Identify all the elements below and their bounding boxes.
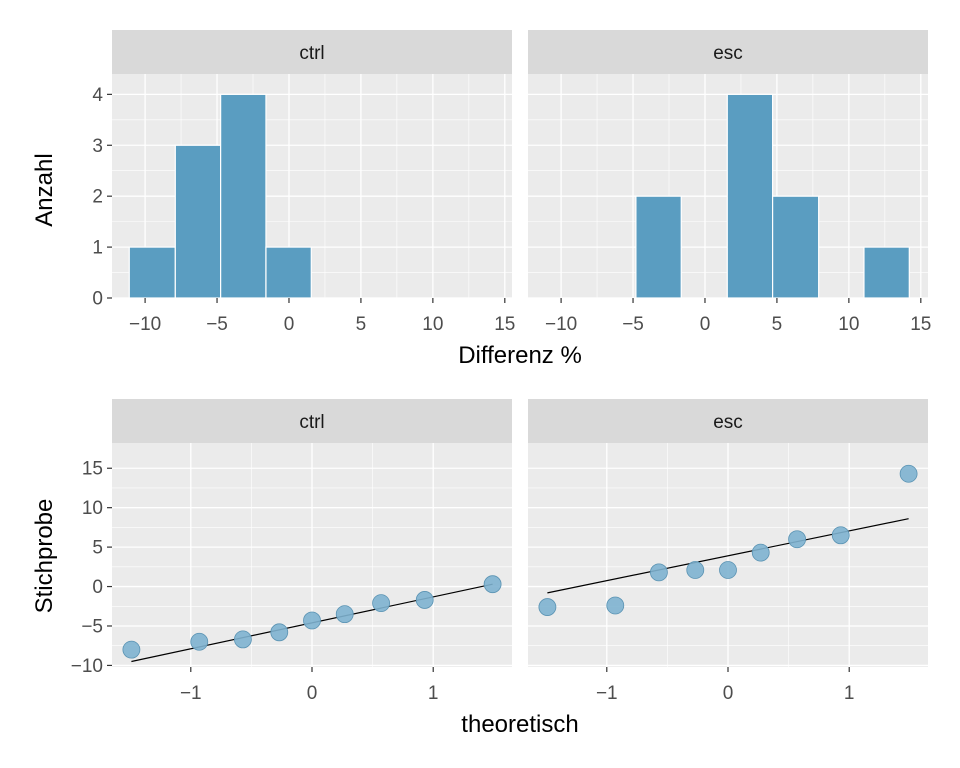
hist-x-tick-label: 5 (772, 314, 783, 335)
qq-point (190, 632, 209, 651)
qq-y-tick-label: −10 (71, 656, 103, 677)
facet-strip-label: ctrl (299, 412, 324, 433)
qq-x-tick-label: −1 (596, 683, 618, 704)
qq-point (303, 611, 321, 630)
qq-y-tick-label: 5 (92, 538, 103, 559)
histogram-bar (635, 195, 682, 299)
qq-point (788, 530, 806, 549)
qq-point (650, 563, 668, 582)
histogram-bar (128, 246, 176, 299)
hist-x-tick-label: −10 (129, 314, 161, 335)
hist-y-tick-label: 1 (92, 238, 103, 259)
histogram-chart: 0 1 2 3 4 ctrl −10 −5 0 5 10 15 esc −10 −5 0 5 10 15 (92, 30, 931, 335)
qq-point (899, 464, 918, 483)
hist-y-tick-label: 0 (92, 289, 103, 310)
qq-point (751, 543, 770, 562)
qq-y-tick-label: −5 (81, 616, 103, 637)
qq-x-tick-label: 1 (844, 683, 855, 704)
histogram-x-axis-title: Differenz % (458, 342, 582, 369)
hist-x-tick-label: −5 (622, 314, 644, 335)
qq-y-tick-label: 15 (82, 459, 103, 480)
qq-point (719, 561, 737, 579)
hist-x-tick-label: 10 (422, 314, 443, 335)
qq-x-axis-title: theoretisch (461, 711, 578, 738)
qq-x-tick-label: 1 (428, 683, 439, 704)
hist-panel-esc: esc −10 −5 0 5 10 15 (528, 30, 931, 335)
histogram-bar (726, 93, 774, 299)
qq-y-tick-label: 10 (82, 498, 103, 519)
qq-point (270, 623, 289, 642)
histogram-bar (220, 93, 267, 299)
qq-panel-esc: esc −1 0 1 (528, 399, 928, 704)
facet-strip-label: esc (713, 43, 743, 64)
hist-x-tick-label: 15 (494, 314, 515, 335)
hist-x-tick-label: 0 (700, 314, 711, 335)
facet-strip-label: ctrl (299, 43, 324, 64)
qq-point (483, 575, 502, 594)
histogram-bar (174, 144, 222, 299)
histogram-bar (265, 246, 312, 299)
qq-point (372, 594, 390, 613)
qq-x-tick-label: 0 (723, 683, 734, 704)
qq-point (234, 630, 252, 649)
histogram-bar (772, 195, 820, 299)
facet-strip (528, 30, 928, 74)
histogram-y-axis-title: Anzahl (31, 153, 58, 226)
qq-x-tick-label: −1 (180, 683, 202, 704)
qq-point (415, 591, 434, 609)
hist-x-tick-label: 5 (356, 314, 367, 335)
qq-point (831, 526, 850, 545)
qq-point (606, 596, 625, 615)
hist-x-tick-label: −5 (206, 314, 228, 335)
qq-point (686, 561, 705, 579)
qq-point (538, 598, 557, 616)
qq-y-tick-label: 0 (92, 577, 103, 598)
facet-strip (112, 399, 512, 443)
facet-strip-label: esc (713, 412, 743, 433)
qq-panel-ctrl: ctrl −1 0 1 (112, 399, 512, 704)
facet-strip (112, 30, 512, 74)
qq-y-axis-title: Stichprobe (31, 499, 58, 614)
hist-x-tick-label: 0 (284, 314, 295, 335)
histogram-bar (863, 246, 910, 299)
hist-y-tick-label: 3 (92, 136, 103, 157)
hist-x-tick-label: 15 (910, 314, 931, 335)
hist-y-tick-label: 4 (92, 85, 103, 106)
hist-y-tick-label: 2 (92, 187, 103, 208)
hist-panel-ctrl: ctrl −10 −5 0 5 10 15 (112, 30, 515, 335)
qq-point (122, 640, 141, 659)
facet-strip (528, 399, 928, 443)
hist-x-tick-label: −10 (545, 314, 577, 335)
qq-point (335, 605, 354, 624)
qq-x-tick-label: 0 (307, 683, 318, 704)
hist-x-tick-label: 10 (838, 314, 859, 335)
